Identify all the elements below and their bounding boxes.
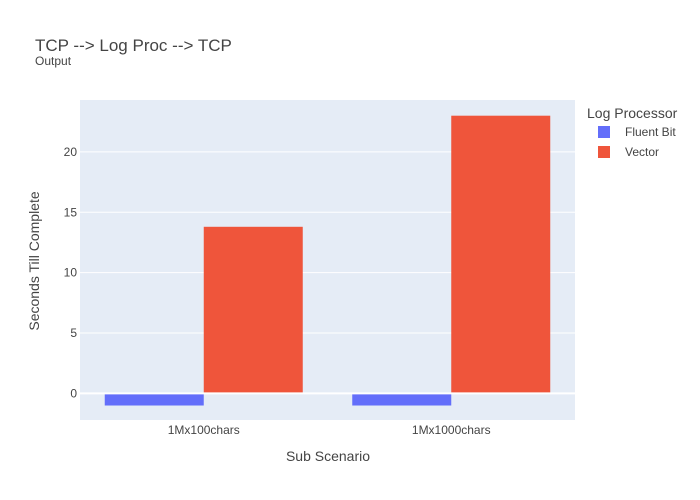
y-tick-label: 5 [70,326,77,340]
legend-title: Log Processor [587,105,678,121]
legend-label: Fluent Bit [625,125,676,139]
legend-swatch [598,146,610,158]
legend: Log Processor Fluent Bit Vector [587,105,678,159]
bar-fluent-bit [352,393,452,406]
x-axis-title: Sub Scenario [286,448,370,464]
bars [104,115,551,406]
y-tick-label: 20 [64,145,78,159]
chart-title: TCP --> Log Proc --> TCP [35,36,232,55]
bar-vector [203,226,303,394]
y-axis-title: Seconds Till Complete [26,191,42,331]
x-axis-ticks: 1Mx100chars 1Mx1000chars [168,423,491,437]
y-tick-label: 0 [70,386,77,400]
bar-vector [451,115,551,394]
bar-fluent-bit [104,393,204,406]
legend-swatch [598,126,610,138]
y-axis-ticks: 0 5 10 15 20 [64,145,78,401]
y-tick-label: 15 [64,205,78,219]
y-tick-label: 10 [64,266,78,280]
x-tick-label: 1Mx1000chars [412,423,491,437]
x-tick-label: 1Mx100chars [168,423,240,437]
legend-label: Vector [625,145,659,159]
chart-subtitle: Output [35,54,72,68]
